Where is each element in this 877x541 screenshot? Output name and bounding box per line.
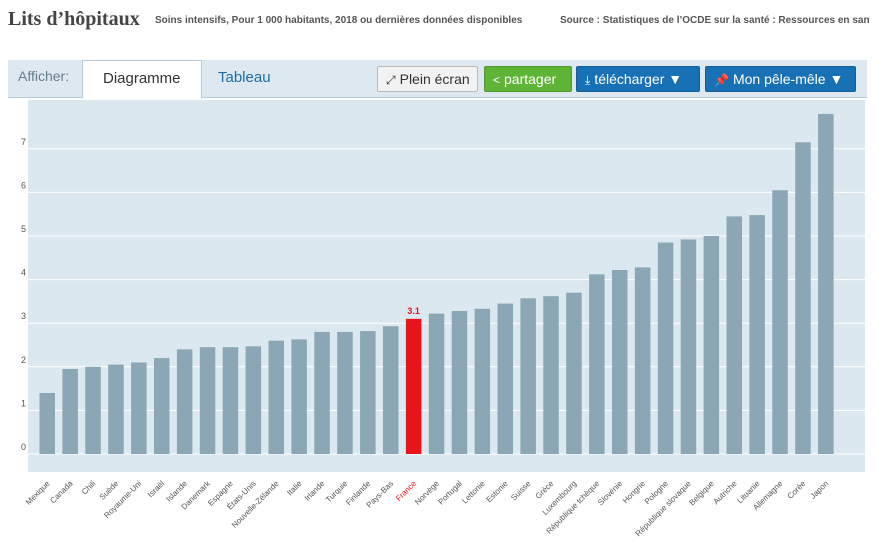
bar <box>474 308 491 454</box>
bar <box>176 349 193 454</box>
bar <box>222 347 239 454</box>
x-tick-label: Autriche <box>712 479 740 507</box>
bar <box>497 303 513 454</box>
y-tick-label: 2 <box>21 355 26 365</box>
bar <box>405 318 422 454</box>
bar <box>520 298 536 454</box>
tab-diagramme[interactable]: Diagramme <box>82 60 202 99</box>
afficher-label: Afficher: <box>18 68 70 84</box>
fullscreen-label: Plein écran <box>399 71 470 87</box>
download-button[interactable]: ⤓ télécharger ▼ <box>576 66 700 92</box>
view-tabbar: Afficher: Diagramme Tableau ⤢ Plein écran… <box>8 60 867 99</box>
x-tick-label: Suisse <box>509 479 533 503</box>
x-tick-label: Mexique <box>24 479 52 507</box>
bar <box>337 331 353 454</box>
bar <box>543 296 559 454</box>
bar <box>726 216 742 454</box>
y-tick-label: 3 <box>21 311 26 321</box>
chart-area: 0 1 2 3 4 5 6 7 Mexique Canada Chili Suède Royaume-U… <box>8 98 867 541</box>
bar <box>154 358 170 454</box>
x-tick-label: Lettonie <box>460 479 487 506</box>
bar <box>268 340 284 454</box>
bar <box>703 236 720 454</box>
y-tick-label: 1 <box>21 398 26 408</box>
bar <box>680 239 697 454</box>
bar <box>589 274 605 454</box>
bar <box>612 270 628 454</box>
bar <box>566 292 582 454</box>
expand-icon: ⤢ <box>386 73 396 87</box>
bar <box>291 339 307 454</box>
bar <box>131 362 147 454</box>
share-icon: < <box>493 73 501 87</box>
chart-subtitle: Soins intensifs, Pour 1 000 habitants, 2… <box>155 15 523 26</box>
pinboard-label: Mon pêle-mêle ▼ <box>732 71 844 87</box>
bar <box>314 331 330 454</box>
chart-header: Lits d’hôpitaux Soins intensifs, Pour 1 … <box>0 0 877 40</box>
data-label: 3.1 <box>407 306 420 316</box>
y-tick-label: 5 <box>21 224 26 234</box>
chart-title: Lits d’hôpitaux <box>8 8 140 30</box>
bar <box>772 190 788 454</box>
y-tick-label: 7 <box>21 137 26 147</box>
download-icon: ⤓ <box>585 73 591 87</box>
download-label: télécharger ▼ <box>594 71 683 87</box>
bar <box>108 364 124 454</box>
bar <box>199 347 216 454</box>
bar <box>62 368 78 454</box>
chart-source: Source : Statistiques de l’OCDE sur la s… <box>560 15 870 26</box>
y-tick-label: 6 <box>21 180 26 190</box>
bar <box>85 366 101 454</box>
bar <box>795 142 811 454</box>
y-tick-label: 0 <box>21 442 26 452</box>
y-tick-label: 4 <box>21 268 26 278</box>
share-button[interactable]: < partager <box>484 66 572 92</box>
x-tick-label: Belgique <box>687 479 716 508</box>
x-tick-label: Slovénie <box>596 479 624 507</box>
bar <box>749 215 765 454</box>
x-tick-label: Portugal <box>436 479 464 507</box>
x-tick-label: Italie <box>285 479 304 498</box>
x-tick-label: Chili <box>80 479 98 497</box>
pinboard-button[interactable]: 📌 Mon pêle-mêle ▼ <box>705 66 856 92</box>
x-tick-label: Japon <box>808 479 830 501</box>
fullscreen-button[interactable]: ⤢ Plein écran <box>377 66 478 92</box>
bar <box>451 310 468 454</box>
bar <box>634 267 651 454</box>
bar <box>245 346 262 454</box>
bar <box>360 331 376 454</box>
x-tick-label: Corée <box>786 479 808 501</box>
pin-icon: 📌 <box>714 73 729 87</box>
share-label: partager <box>504 71 557 87</box>
x-tick-label: Irlande <box>303 479 327 503</box>
bar <box>428 313 445 454</box>
bar <box>39 392 55 454</box>
x-tick-label: Israël <box>146 479 166 499</box>
bar <box>383 326 399 454</box>
x-tick-label: Estonie <box>484 479 510 505</box>
x-tick-label: Norvège <box>413 479 441 507</box>
x-tick-label: Canada <box>48 479 75 506</box>
tab-tableau[interactable]: Tableau <box>218 69 271 86</box>
bar <box>818 113 834 455</box>
bar <box>657 242 674 454</box>
